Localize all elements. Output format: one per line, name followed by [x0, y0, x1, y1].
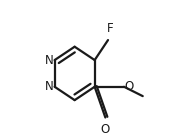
- Text: N: N: [45, 80, 53, 93]
- Text: F: F: [107, 22, 113, 35]
- Text: N: N: [45, 54, 53, 67]
- Text: O: O: [101, 123, 110, 136]
- Text: O: O: [125, 80, 134, 93]
